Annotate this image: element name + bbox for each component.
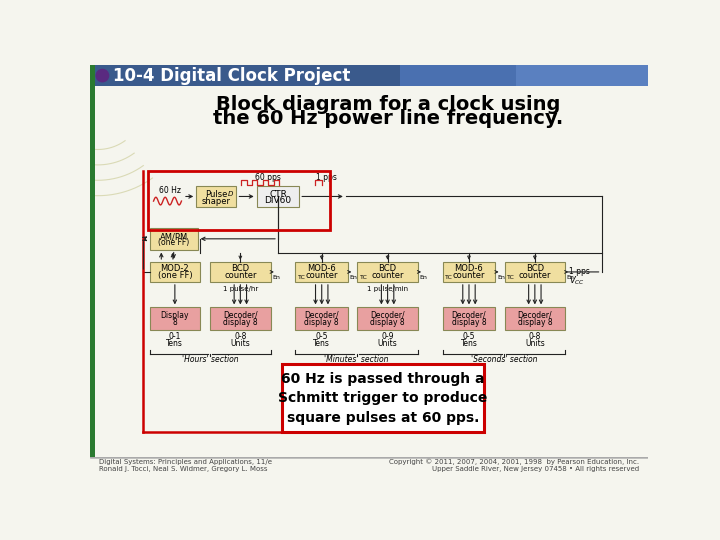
Text: Tens: Tens [166, 339, 184, 348]
Text: D: D [228, 191, 233, 197]
Text: counter: counter [453, 271, 485, 280]
Text: Copyright © 2011, 2007, 2004, 2001, 1998  by Pearson Education, Inc.
Upper Saddl: Copyright © 2011, 2007, 2004, 2001, 1998… [389, 458, 639, 472]
Text: 0-5: 0-5 [315, 332, 328, 341]
FancyBboxPatch shape [505, 307, 565, 330]
Text: 0-8: 0-8 [528, 332, 541, 341]
Text: 0-5: 0-5 [463, 332, 475, 341]
Text: En: En [567, 275, 575, 280]
Text: counter: counter [305, 271, 338, 280]
Text: counter: counter [372, 271, 404, 280]
FancyBboxPatch shape [150, 307, 200, 330]
Text: counter: counter [224, 271, 256, 280]
FancyBboxPatch shape [150, 228, 198, 249]
Text: Tens: Tens [313, 339, 330, 348]
FancyBboxPatch shape [256, 186, 300, 207]
Text: Decoder/: Decoder/ [305, 310, 339, 320]
Text: 60 Hz is passed through a
Schmitt trigger to produce
square pulses at 60 pps.: 60 Hz is passed through a Schmitt trigge… [278, 372, 487, 424]
FancyBboxPatch shape [90, 86, 648, 457]
Text: 0-8: 0-8 [234, 332, 246, 341]
FancyBboxPatch shape [90, 65, 96, 86]
Text: En: En [272, 275, 280, 280]
FancyBboxPatch shape [196, 186, 236, 207]
Text: $V_{CC}$: $V_{CC}$ [569, 275, 585, 287]
Circle shape [96, 70, 109, 82]
FancyBboxPatch shape [295, 307, 348, 330]
FancyBboxPatch shape [357, 307, 418, 330]
Text: 1 pulse/min: 1 pulse/min [367, 286, 408, 292]
FancyBboxPatch shape [150, 262, 200, 282]
FancyBboxPatch shape [210, 307, 271, 330]
Text: Decoder/: Decoder/ [370, 310, 405, 320]
Text: Decoder/: Decoder/ [451, 310, 486, 320]
Text: Tens: Tens [461, 339, 477, 348]
FancyBboxPatch shape [90, 86, 96, 457]
FancyBboxPatch shape [400, 65, 648, 86]
Text: Display: Display [161, 310, 189, 320]
Text: 'Hours' section: 'Hours' section [182, 355, 238, 364]
Text: Units: Units [378, 339, 397, 348]
Text: Decoder/: Decoder/ [223, 310, 258, 320]
Text: Digital Systems: Principles and Applications, 11/e
Ronald J. Tocci, Neal S. Widm: Digital Systems: Principles and Applicat… [99, 458, 272, 472]
Text: display 8: display 8 [305, 318, 339, 327]
Text: the 60 Hz power line frequency.: the 60 Hz power line frequency. [213, 109, 564, 128]
Text: Block diagram for a clock using: Block diagram for a clock using [216, 96, 561, 114]
Text: En: En [419, 275, 427, 280]
Text: (one FF): (one FF) [158, 238, 189, 247]
Text: 1 pulse/hr: 1 pulse/hr [222, 286, 258, 292]
Text: AM/PM: AM/PM [160, 232, 188, 241]
Text: BCD: BCD [379, 265, 397, 273]
FancyBboxPatch shape [357, 262, 418, 282]
FancyBboxPatch shape [282, 364, 484, 432]
Text: counter: counter [518, 271, 551, 280]
Text: TC: TC [507, 275, 515, 280]
FancyBboxPatch shape [210, 262, 271, 282]
Text: 60 Hz: 60 Hz [159, 186, 181, 195]
FancyBboxPatch shape [505, 262, 565, 282]
Text: 0-1: 0-1 [168, 332, 181, 341]
Text: En: En [497, 275, 505, 280]
FancyBboxPatch shape [90, 65, 648, 86]
Text: DIV60: DIV60 [264, 196, 292, 205]
Text: 10-4 Digital Clock Project: 10-4 Digital Clock Project [113, 66, 351, 85]
Text: display 8: display 8 [518, 318, 552, 327]
Text: MOD-6: MOD-6 [454, 265, 483, 273]
Text: Units: Units [525, 339, 545, 348]
Text: CTR: CTR [269, 190, 287, 199]
Text: display 8: display 8 [370, 318, 405, 327]
Text: display 8: display 8 [451, 318, 486, 327]
FancyBboxPatch shape [295, 262, 348, 282]
FancyBboxPatch shape [443, 262, 495, 282]
Text: TC: TC [445, 275, 453, 280]
Text: 'Seconds' section: 'Seconds' section [471, 355, 537, 364]
Text: 60 pps: 60 pps [256, 173, 282, 183]
Text: shaper: shaper [202, 197, 231, 206]
FancyBboxPatch shape [516, 65, 648, 86]
Text: BCD: BCD [526, 265, 544, 273]
FancyBboxPatch shape [443, 307, 495, 330]
Text: display 8: display 8 [223, 318, 258, 327]
Text: Decoder/: Decoder/ [518, 310, 552, 320]
Text: (one FF): (one FF) [158, 271, 192, 280]
Text: MOD-6: MOD-6 [307, 265, 336, 273]
Text: 0-9: 0-9 [382, 332, 394, 341]
Text: TC: TC [297, 275, 305, 280]
Text: 'Minutes' section: 'Minutes' section [324, 355, 389, 364]
Text: Pulse: Pulse [205, 191, 228, 199]
Text: 8: 8 [173, 318, 177, 327]
Text: 1 pps: 1 pps [316, 173, 337, 183]
Text: TC: TC [360, 275, 368, 280]
Text: MOD-2: MOD-2 [161, 265, 189, 273]
Text: En: En [350, 275, 358, 280]
Text: BCD: BCD [231, 265, 249, 273]
Text: 1 pps: 1 pps [569, 267, 590, 276]
Text: Units: Units [230, 339, 251, 348]
